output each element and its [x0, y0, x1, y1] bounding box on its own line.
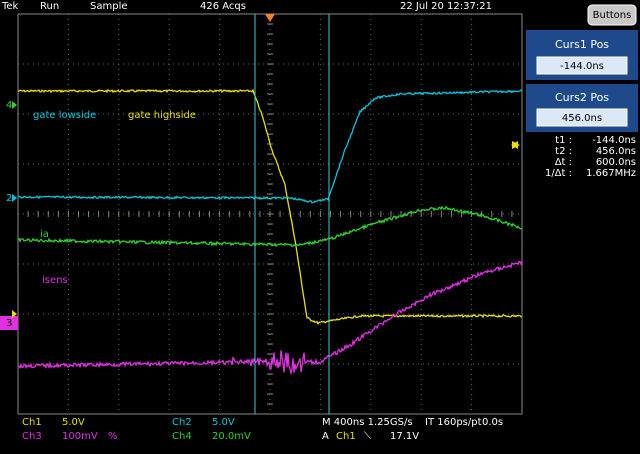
readout-label: 1/Δt : — [545, 168, 572, 179]
trigger-level: 17.1V — [390, 431, 419, 442]
ch4-trace — [17, 205, 523, 248]
channel-marker-box — [0, 316, 18, 330]
trigger-slope: ⟍ — [364, 431, 371, 442]
curs2-label: Curs2 Pos — [555, 91, 609, 104]
marker-arrow — [12, 101, 17, 109]
channel-marker: 2 — [6, 193, 12, 204]
buttons-button[interactable] — [587, 4, 637, 26]
readout-label: t1 : — [555, 135, 572, 146]
position: 0.0s — [482, 417, 503, 428]
curs2-value: 456.0ns — [562, 113, 602, 124]
acq-mode: Sample — [90, 1, 128, 12]
trigger-source: Ch1 — [336, 431, 356, 442]
brand: Tek — [1, 1, 19, 12]
trigger-position — [265, 14, 275, 22]
graticule — [17, 13, 523, 415]
trigger-prefix: A — [322, 431, 329, 442]
panel-arrow — [511, 141, 518, 149]
channel-marker: 3 — [6, 318, 12, 329]
cursor-readout: t1 : -144.0ns t2 : 456.0ns Δt : 600.0ns 1/Δt :… — [545, 135, 636, 179]
readout-value: 600.0ns — [596, 157, 636, 168]
curs1-value: -144.0ns — [560, 61, 604, 72]
ch2-trace — [17, 89, 522, 204]
ch3-trace — [17, 260, 523, 376]
readout-value: 1.667MHz — [586, 168, 636, 179]
trace-label: isens — [42, 275, 68, 286]
datetime: 22 Jul 20 12:37:21 — [400, 1, 492, 12]
curs1-field[interactable] — [536, 56, 628, 75]
acq-count: 426 Acqs — [200, 1, 246, 12]
ch-name: Ch3 — [22, 431, 42, 442]
readout-value: 456.0ns — [596, 146, 636, 157]
channel-marker: 4 — [6, 100, 12, 111]
marker-arrow — [12, 310, 17, 318]
ch-scale: 5.0V — [62, 417, 85, 428]
marker-arrow — [12, 194, 17, 202]
readout-label: t2 : — [555, 146, 572, 157]
trace-label: ia — [40, 229, 49, 240]
run-state: Run — [40, 1, 59, 12]
trace-label: gate highside — [128, 110, 196, 121]
ch-name: Ch4 — [172, 431, 192, 442]
ch-name: Ch1 — [22, 417, 42, 428]
ch-name: Ch2 — [172, 417, 192, 428]
ch-scale: 100mV — [62, 431, 98, 442]
curs2-field[interactable] — [536, 108, 628, 127]
ch-scale: 20.0mV — [212, 431, 251, 442]
timebase: M 400ns 1.25GS/s — [322, 417, 413, 428]
trace-label: gate lowside — [33, 110, 96, 121]
ch-coupling: % — [108, 431, 118, 442]
ch1-trace — [17, 88, 523, 326]
ch-scale: 5.0V — [212, 417, 235, 428]
curs1-label: Curs1 Pos — [555, 38, 609, 51]
readout-label: Δt : — [555, 157, 572, 168]
readout-value: -144.0ns — [592, 135, 636, 146]
button-label: Buttons — [593, 10, 632, 21]
record: IT 160ps/pt — [425, 417, 482, 428]
